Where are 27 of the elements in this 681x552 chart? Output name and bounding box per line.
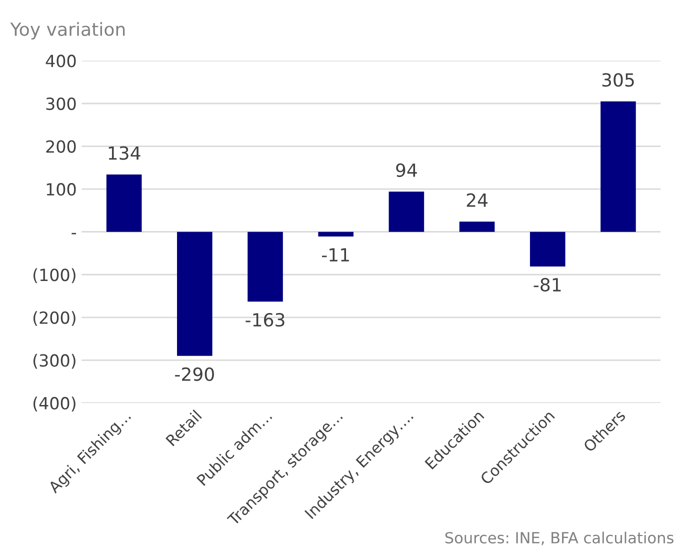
- y-tick-label: 200: [46, 140, 76, 153]
- y-tick-label: -: [72, 232, 76, 234]
- chart-title: Yoy variation: [10, 22, 125, 40]
- bar: [106, 174, 142, 232]
- data-label: -11: [322, 248, 349, 262]
- data-label: -290: [175, 367, 214, 381]
- bar: [600, 101, 636, 232]
- y-tick-label: 400: [46, 54, 76, 68]
- y-tick-label: (200): [33, 311, 76, 326]
- y-tick-label: 100: [46, 183, 76, 196]
- bar: [530, 232, 566, 266]
- data-label: -163: [246, 313, 284, 327]
- bar: [388, 192, 424, 232]
- y-tick-label: (400): [33, 396, 76, 412]
- bar: [318, 232, 354, 237]
- source-note: Sources: INE, BFA calculations: [445, 532, 674, 546]
- data-label: 134: [108, 146, 140, 160]
- bar: [459, 222, 495, 232]
- data-label: 94: [396, 163, 417, 178]
- y-tick-label: (300): [33, 354, 76, 369]
- y-tick-label: (100): [33, 268, 76, 284]
- data-label: -81: [534, 278, 561, 292]
- bar: [248, 232, 283, 302]
- y-tick-label: 300: [46, 97, 76, 110]
- bar: [177, 232, 212, 356]
- data-label: 24: [466, 193, 488, 207]
- data-label: 305: [602, 73, 634, 87]
